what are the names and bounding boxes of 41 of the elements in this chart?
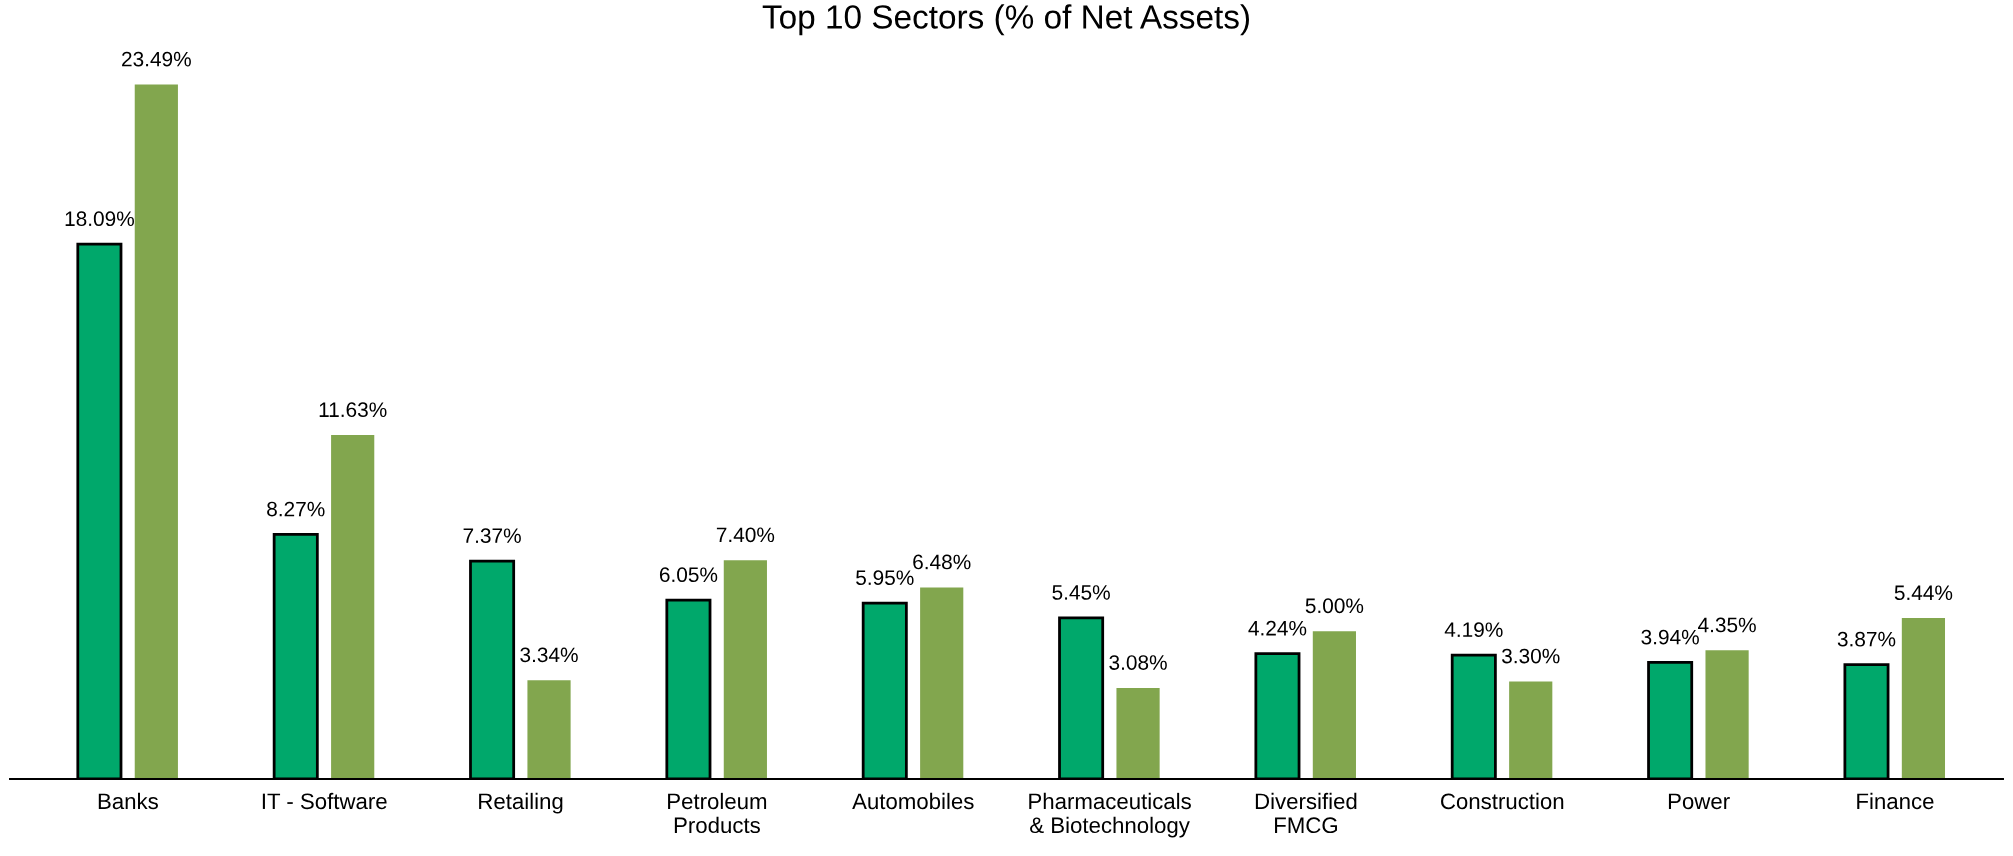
x-tick-label: Construction [1441, 792, 1564, 810]
bar [1901, 618, 1946, 779]
data-label: 3.94% [1641, 629, 1699, 645]
data-label: 4.35% [1698, 617, 1756, 633]
bar [1509, 681, 1553, 779]
x-tick-label: Power [1668, 793, 1730, 810]
bar [527, 680, 571, 779]
x-tick-label: Pharmaceuticals & Biotechnology [1029, 792, 1191, 838]
data-label: 3.30% [1501, 648, 1560, 664]
data-label: 4.19% [1444, 622, 1503, 638]
data-label: 5.44% [1894, 585, 1953, 601]
data-label: 4.24% [1248, 620, 1307, 636]
x-tick-label: Petroleum Products [668, 792, 767, 834]
x-tick-label: Retailing [479, 792, 563, 814]
data-label: 7.37% [463, 528, 521, 544]
data-label: 3.34% [520, 647, 578, 663]
data-label: 8.27% [267, 501, 325, 517]
bar [920, 587, 964, 779]
x-tick-label: Banks [98, 792, 158, 810]
data-label: 6.05% [659, 567, 718, 583]
bar [723, 560, 767, 779]
x-tick-label: IT - Software [262, 792, 387, 810]
x-tick-label: Diversified FMCG [1255, 792, 1357, 834]
bar [134, 84, 178, 779]
bar [1312, 631, 1356, 779]
x-tick-label: Automobiles [852, 792, 974, 810]
data-label: 11.63% [319, 402, 387, 418]
data-label: 18.09% [65, 211, 134, 227]
data-label: 7.40% [716, 527, 775, 543]
data-label: 23.49% [122, 51, 191, 67]
data-label: 5.00% [1305, 598, 1364, 614]
chart-title: Top 10 Sectors (% of Net Assets) [762, 4, 1249, 36]
x-tick-label: Finance [1857, 792, 1934, 810]
data-label: 3.87% [1837, 631, 1896, 647]
bar [1116, 687, 1160, 779]
data-label: 5.45% [1052, 585, 1110, 600]
data-label: 3.08% [1109, 655, 1167, 670]
bar [331, 435, 375, 779]
data-label: 6.48% [913, 554, 971, 570]
bar [1705, 650, 1749, 779]
data-label: 5.95% [856, 570, 914, 586]
